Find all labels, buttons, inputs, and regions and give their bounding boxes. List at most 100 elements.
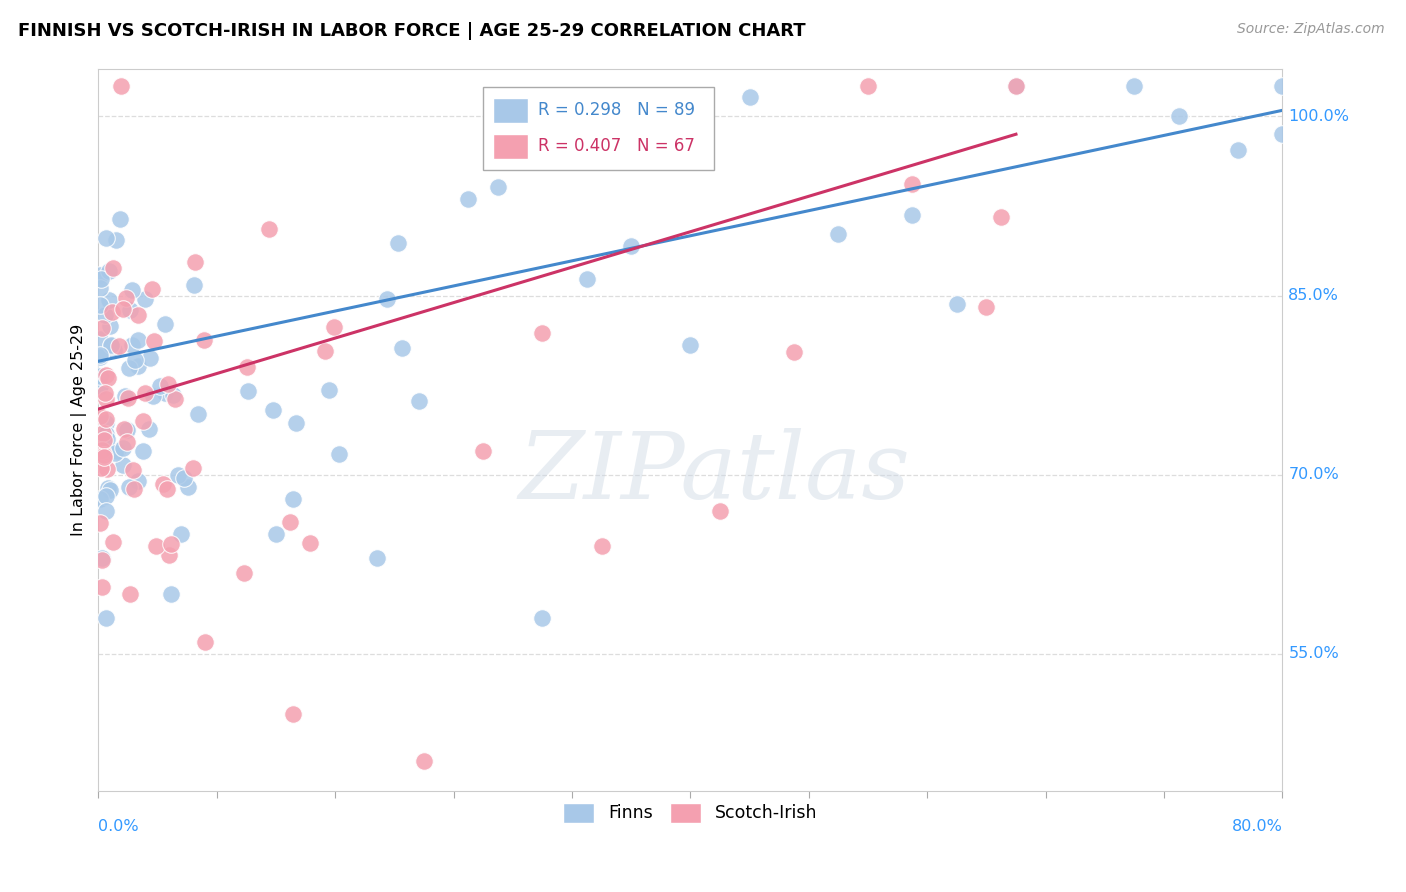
Point: [127, 474, 149, 488]
Point: [104, 233, 127, 247]
Point: [153, 385, 176, 400]
Point: [323, 319, 346, 334]
Point: [1005, 79, 1028, 94]
Point: [89, 281, 111, 295]
Point: [98, 319, 121, 334]
Point: [104, 446, 127, 460]
Point: [96, 461, 118, 475]
Point: [1271, 127, 1294, 141]
Point: [91, 580, 114, 594]
Point: [121, 283, 143, 297]
Y-axis label: In Labor Force | Age 25-29: In Labor Force | Age 25-29: [72, 324, 87, 536]
Point: [177, 480, 200, 494]
Point: [89, 333, 111, 347]
Point: [122, 482, 145, 496]
Text: 70.0%: 70.0%: [1288, 467, 1339, 483]
Point: [112, 441, 135, 455]
Point: [138, 422, 160, 436]
Point: [156, 482, 179, 496]
Point: [134, 385, 156, 400]
Point: [408, 393, 430, 408]
Point: [93, 434, 115, 448]
Point: [170, 527, 193, 541]
Point: [1123, 79, 1146, 94]
Point: [1271, 79, 1294, 94]
Point: [160, 537, 183, 551]
Point: [262, 402, 284, 417]
Point: [118, 480, 141, 494]
Point: [124, 353, 146, 368]
Point: [118, 360, 141, 375]
Point: [738, 89, 761, 103]
Point: [591, 540, 613, 554]
Point: [486, 179, 509, 194]
Point: [143, 334, 166, 349]
Point: [90, 321, 112, 335]
Point: [162, 387, 184, 401]
Point: [193, 333, 215, 347]
Point: [110, 79, 132, 94]
Bar: [492, 98, 529, 123]
Point: [93, 450, 115, 465]
Point: [236, 384, 259, 399]
Point: [108, 339, 131, 353]
Point: [976, 300, 998, 314]
Point: [157, 548, 180, 562]
Point: [827, 227, 849, 242]
Point: [173, 471, 195, 485]
Point: [121, 338, 143, 352]
Point: [856, 79, 879, 94]
Point: [235, 359, 257, 374]
Point: [100, 338, 122, 352]
Point: [193, 635, 215, 649]
Point: [264, 527, 287, 541]
Point: [1005, 79, 1028, 94]
Point: [89, 516, 111, 530]
Point: [148, 379, 170, 393]
Point: [89, 368, 111, 383]
Point: [111, 301, 134, 316]
Legend: Finns, Scotch-Irish: Finns, Scotch-Irish: [555, 796, 825, 830]
Point: [90, 272, 112, 286]
Point: [96, 412, 118, 426]
Point: [257, 222, 280, 236]
Point: [183, 278, 205, 293]
Point: [1226, 143, 1249, 157]
Point: [115, 423, 138, 437]
Point: [94, 503, 117, 517]
Point: [375, 292, 398, 306]
Text: ZIPatlas: ZIPatlas: [517, 428, 910, 518]
Point: [91, 553, 114, 567]
Point: [132, 414, 155, 428]
Text: 80.0%: 80.0%: [1232, 819, 1282, 834]
Point: [183, 255, 205, 269]
Bar: [492, 135, 529, 159]
Point: [101, 261, 124, 276]
Point: [901, 208, 924, 222]
Point: [163, 392, 186, 407]
Text: 55.0%: 55.0%: [1288, 647, 1339, 661]
Point: [156, 376, 179, 391]
Point: [94, 386, 117, 401]
Point: [620, 238, 643, 252]
Point: [145, 540, 167, 554]
Text: R = 0.407   N = 67: R = 0.407 N = 67: [537, 136, 695, 155]
Point: [96, 427, 118, 442]
Point: [89, 491, 111, 506]
Point: [531, 326, 554, 341]
Text: 0.0%: 0.0%: [98, 819, 139, 834]
Point: [166, 467, 188, 482]
Point: [89, 409, 111, 424]
Point: [103, 343, 125, 357]
Point: [112, 458, 135, 472]
Point: [314, 343, 336, 358]
Point: [89, 461, 111, 475]
Point: [232, 566, 254, 580]
Text: R = 0.298   N = 89: R = 0.298 N = 89: [537, 101, 695, 119]
Point: [114, 422, 136, 436]
Point: [387, 236, 409, 251]
Point: [181, 461, 204, 475]
Point: [318, 383, 340, 397]
Point: [783, 345, 806, 359]
Point: [127, 333, 149, 347]
